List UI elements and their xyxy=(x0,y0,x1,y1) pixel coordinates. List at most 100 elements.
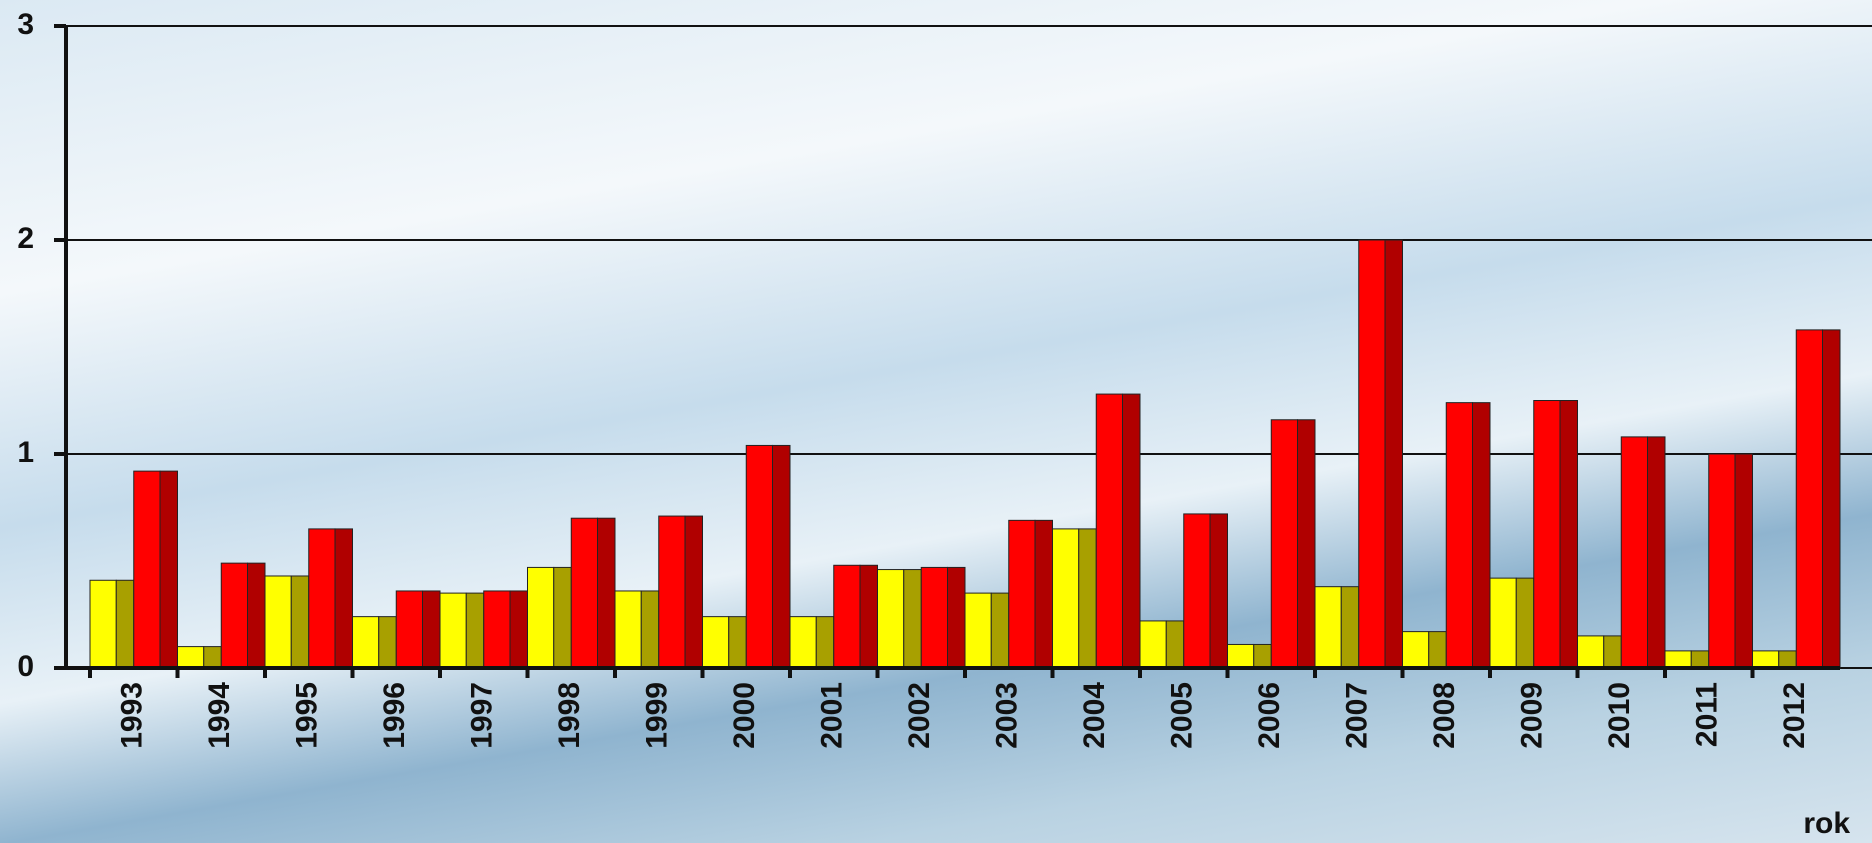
y-tick-label: 2 xyxy=(17,222,34,255)
bar-side xyxy=(553,566,572,669)
x-tick-label: 2006 xyxy=(1253,682,1286,749)
bar-side xyxy=(1034,519,1053,669)
y-tick-label: 3 xyxy=(17,8,34,41)
bar-side xyxy=(1078,528,1097,669)
bar-side xyxy=(1209,513,1228,669)
x-tick-label: 2002 xyxy=(903,682,936,749)
bar-side xyxy=(1340,586,1360,669)
bar-side xyxy=(859,564,878,669)
bar xyxy=(658,515,686,669)
bar xyxy=(483,590,511,669)
x-tick-label: 2000 xyxy=(728,682,761,749)
bar-side xyxy=(465,592,485,669)
bar-side xyxy=(1428,631,1447,669)
bar xyxy=(89,579,117,669)
x-tick-label: 2001 xyxy=(816,682,849,749)
bar-side xyxy=(597,517,616,669)
x-tick-label: 1997 xyxy=(466,682,499,749)
bar-side xyxy=(684,515,703,669)
bar xyxy=(920,566,948,669)
bar xyxy=(877,569,905,669)
bar-side xyxy=(1122,393,1141,669)
bar xyxy=(439,592,467,669)
bar xyxy=(1620,436,1648,669)
bar-side xyxy=(1297,419,1316,669)
x-axis-label: rok xyxy=(1803,807,1850,840)
bar-side xyxy=(815,616,835,669)
x-tick-label: 1999 xyxy=(641,682,674,749)
bar-side xyxy=(247,562,266,669)
bar xyxy=(1402,631,1430,669)
bar xyxy=(1533,400,1561,669)
bar xyxy=(352,616,380,669)
bar-side xyxy=(203,646,222,669)
bar-side xyxy=(772,444,791,669)
bar-side xyxy=(640,590,660,669)
bar-side xyxy=(1472,402,1491,669)
bar-side xyxy=(159,470,178,669)
bar-side xyxy=(728,616,747,669)
bar xyxy=(1445,402,1473,669)
x-tick-label: 2012 xyxy=(1778,682,1811,749)
bar xyxy=(1708,453,1736,669)
bar-side xyxy=(115,579,135,669)
x-tick-label: 2004 xyxy=(1078,682,1111,749)
bar-side xyxy=(903,569,922,669)
bar xyxy=(1270,419,1298,669)
bar xyxy=(1489,577,1517,669)
x-tick-label: 2010 xyxy=(1603,682,1636,749)
bar xyxy=(964,592,992,669)
bar-side xyxy=(378,616,397,669)
bar xyxy=(702,616,730,669)
bar-side xyxy=(290,575,310,669)
bar-side xyxy=(1603,635,1622,669)
bar xyxy=(133,470,161,669)
bar-side xyxy=(1647,436,1666,669)
x-tick-label: 1994 xyxy=(203,682,236,749)
bar xyxy=(745,444,773,669)
bar xyxy=(264,575,292,669)
bar xyxy=(1183,513,1211,669)
bar-side xyxy=(509,590,528,669)
bar-side xyxy=(1690,650,1710,669)
bar-side xyxy=(1734,453,1753,669)
bar xyxy=(1139,620,1167,669)
x-tick-label: 2007 xyxy=(1341,682,1374,749)
bar xyxy=(1095,393,1123,669)
bar xyxy=(1227,643,1255,669)
bar-side xyxy=(1778,650,1797,669)
bar xyxy=(1664,650,1692,669)
bar xyxy=(1358,239,1386,669)
bar xyxy=(1795,329,1823,669)
bar xyxy=(1008,519,1036,669)
bar-side xyxy=(1822,329,1841,669)
y-tick-label: 1 xyxy=(17,436,34,469)
bar xyxy=(308,528,336,669)
bar xyxy=(789,616,817,669)
bar-side xyxy=(1165,620,1185,669)
y-tick-label: 0 xyxy=(17,650,34,683)
bar-side xyxy=(1515,577,1535,669)
bar-side xyxy=(1384,239,1403,669)
bar-side xyxy=(1559,400,1578,669)
bar-side xyxy=(990,592,1010,669)
x-tick-label: 1996 xyxy=(378,682,411,749)
bar xyxy=(614,590,642,669)
bar xyxy=(1314,586,1342,669)
x-tick-label: 2009 xyxy=(1516,682,1549,749)
bar xyxy=(527,566,555,669)
bar-side xyxy=(334,528,353,669)
bar xyxy=(833,564,861,669)
x-tick-label: 1995 xyxy=(291,682,324,749)
x-tick-label: 1998 xyxy=(553,682,586,749)
bar-side xyxy=(422,590,441,669)
x-tick-label: 2008 xyxy=(1428,682,1461,749)
bar-side xyxy=(947,566,966,669)
x-tick-label: 2011 xyxy=(1691,682,1724,747)
bar xyxy=(1577,635,1605,669)
x-tick-label: 1993 xyxy=(116,682,149,749)
bar xyxy=(1052,528,1080,669)
x-tick-label: 2005 xyxy=(1166,682,1199,749)
bar xyxy=(1752,650,1780,669)
